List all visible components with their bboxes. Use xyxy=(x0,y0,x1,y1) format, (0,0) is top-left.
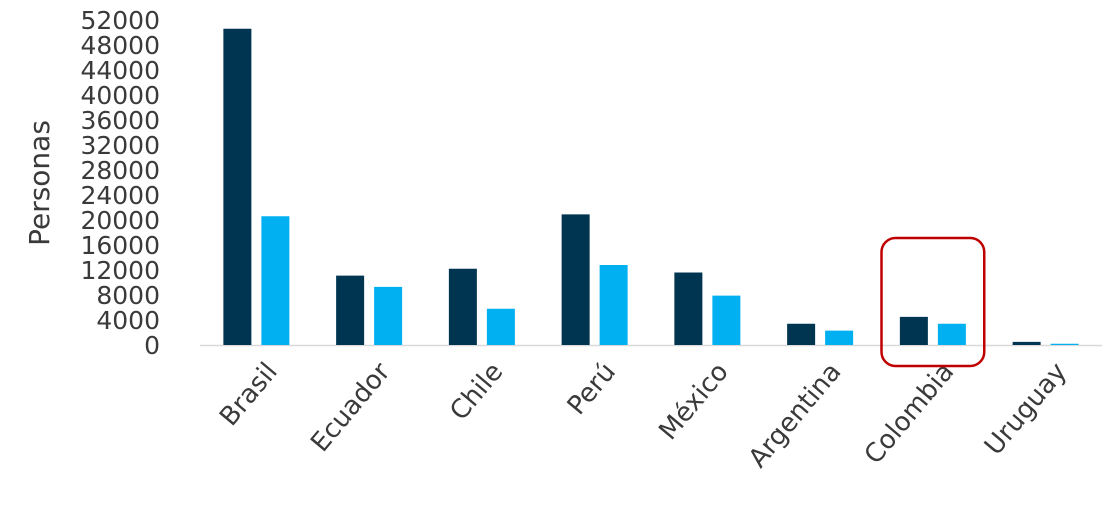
x-category-label: Colombia xyxy=(859,357,961,470)
y-tick-label: 20000 xyxy=(80,206,160,235)
bar-argentina-series-1 xyxy=(787,323,816,345)
x-category-label: Chile xyxy=(444,357,509,426)
bar-chile-series-1 xyxy=(448,268,477,345)
bar-brasil-series-2 xyxy=(261,216,290,345)
y-tick-label: 8000 xyxy=(96,281,160,310)
x-category-label: Argentina xyxy=(743,357,848,473)
bar-méxico-series-1 xyxy=(674,272,703,345)
bar-colombia-series-2 xyxy=(937,323,966,345)
bar-perú-series-1 xyxy=(561,214,590,345)
x-axis-categories: Brasil Ecuador Chile Perú México Argentina Col… xyxy=(214,357,1073,474)
bars xyxy=(223,28,1079,345)
y-tick-label: 12000 xyxy=(80,256,160,285)
y-axis-label: Personas xyxy=(23,120,56,246)
x-category-label: Uruguay xyxy=(979,357,1073,461)
bar-brasil-series-1 xyxy=(223,28,252,345)
bar-uruguay-series-2 xyxy=(1050,343,1079,345)
bar-ecuador-series-2 xyxy=(374,286,403,345)
colombia-highlight-box xyxy=(880,236,986,368)
y-tick-label: 48000 xyxy=(80,31,160,60)
y-tick-label: 0 xyxy=(144,331,160,360)
y-tick-label: 24000 xyxy=(80,181,160,210)
y-tick-label: 4000 xyxy=(96,306,160,335)
bar-argentina-series-2 xyxy=(825,330,854,345)
y-tick-label: 44000 xyxy=(80,56,160,85)
bar-perú-series-2 xyxy=(599,265,628,345)
bar-uruguay-series-1 xyxy=(1012,341,1041,345)
bar-méxico-series-2 xyxy=(712,295,741,345)
bar-colombia-series-1 xyxy=(899,316,928,345)
y-tick-label: 52000 xyxy=(80,6,160,35)
y-axis-ticks: 0400080001200016000200002400028000320003… xyxy=(80,6,160,360)
x-category-label: Perú xyxy=(562,357,622,421)
bar-ecuador-series-1 xyxy=(336,275,365,345)
x-category-label: Ecuador xyxy=(305,357,396,458)
y-tick-label: 32000 xyxy=(80,131,160,160)
x-category-label: México xyxy=(653,357,734,446)
y-tick-label: 40000 xyxy=(80,81,160,110)
y-tick-label: 36000 xyxy=(80,106,160,135)
y-tick-label: 16000 xyxy=(80,231,160,260)
bar-chile-series-2 xyxy=(486,308,515,345)
y-tick-label: 28000 xyxy=(80,156,160,185)
x-category-label: Brasil xyxy=(214,357,284,432)
